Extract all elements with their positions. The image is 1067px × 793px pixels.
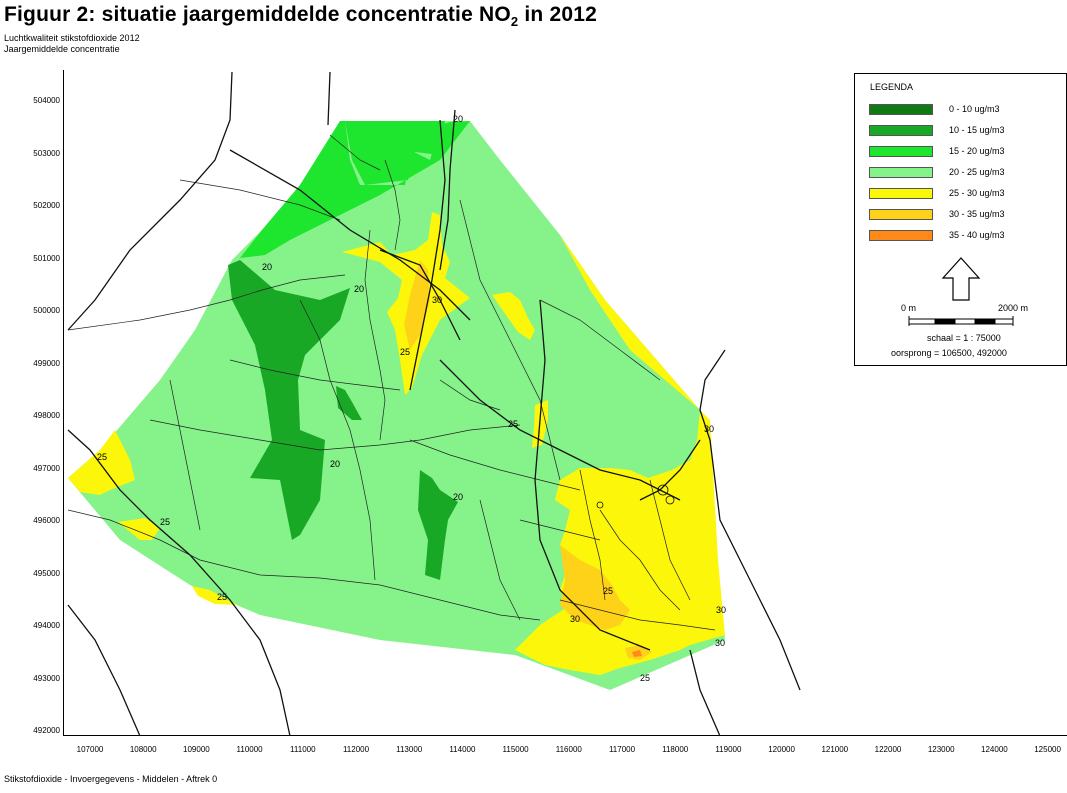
contour-label: 25: [400, 347, 410, 357]
x-tick-label: 117000: [608, 745, 636, 754]
origin-text: oorsprong = 106500, 492000: [891, 348, 1007, 358]
x-tick-label: 107000: [76, 745, 104, 754]
contour-label: 25: [508, 419, 518, 429]
legend-swatch: [869, 125, 933, 136]
y-tick-label: 498000: [33, 411, 60, 420]
x-tick-label: 110000: [236, 745, 263, 754]
x-tick-label: 115000: [502, 745, 529, 754]
north-arrow-icon: [941, 257, 981, 301]
zone-15-20-north-b: [345, 121, 445, 185]
zone-25-30-center: [342, 212, 470, 395]
legend-swatch: [869, 167, 933, 178]
y-tick-label: 495000: [33, 568, 60, 578]
x-tick-label: 116000: [555, 745, 582, 754]
legend-label: 0 - 10 ug/m3: [949, 104, 1000, 114]
contour-label: 20: [262, 262, 272, 272]
legend-title: LEGENDA: [870, 82, 914, 92]
scale-text: schaal = 1 : 75000: [927, 333, 1001, 343]
scale-bar: [908, 316, 1014, 326]
y-tick-label: 503000: [33, 148, 60, 158]
contour-label: 25: [603, 586, 613, 596]
legend-label: 10 - 15 ug/m3: [949, 125, 1005, 135]
x-tick-label: 125000: [1034, 745, 1061, 754]
contour-label: 20: [453, 492, 463, 502]
contour-label: 25: [160, 517, 170, 527]
contour-label: 25: [217, 592, 227, 602]
y-tick-label: 496000: [33, 516, 60, 525]
zone-10-15-west: [228, 260, 350, 540]
x-tick-label: 112000: [342, 745, 370, 754]
contour-label: 30: [704, 424, 714, 434]
x-tick-label: 120000: [768, 745, 795, 754]
scale-end-label: 2000 m: [998, 303, 1029, 313]
zone-30-35-center: [404, 260, 430, 350]
contour-label: 30: [715, 638, 725, 648]
legend-label: 25 - 30 ug/m3: [949, 188, 1005, 198]
zone-25-30-sw: [68, 430, 135, 495]
contour-label: 30: [570, 614, 580, 624]
legend-item: 30 - 35 ug/m3: [869, 209, 1059, 221]
y-tick-label: 497000: [33, 463, 60, 473]
x-tick-label: 121000: [821, 745, 849, 754]
contour-label: 20: [330, 459, 340, 469]
x-tick-label: 111000: [290, 745, 316, 754]
legend-label: 15 - 20 ug/m3: [949, 146, 1005, 156]
legend-item: 0 - 10 ug/m3: [869, 104, 1059, 116]
zone-25-30-south: [192, 586, 238, 605]
x-tick-label: 118000: [662, 745, 689, 754]
y-tick-label: 492000: [33, 726, 60, 735]
legend-item: 25 - 30 ug/m3: [869, 188, 1059, 200]
legend-swatch: [869, 146, 933, 157]
y-tick-label: 499000: [33, 358, 60, 368]
x-tick-label: 113000: [396, 745, 423, 754]
subtitle-line-1: Luchtkwaliteit stikstofdioxide 2012: [4, 33, 140, 43]
zone-30-35-east: [560, 545, 630, 630]
main-roads: [67, 71, 801, 737]
contour-label: 25: [640, 673, 650, 683]
x-tick-label: 114000: [449, 745, 476, 754]
junctions: [596, 484, 675, 509]
contour-labels: 20 20 20 20 20 25 25 25 25 25 25 25 30 30 30 30 30: [97, 114, 726, 683]
footer-text: Stikstofdioxide - Invoergegevens - Midde…: [4, 774, 218, 784]
legend-swatch: [869, 188, 933, 199]
contour-label: 30: [432, 295, 442, 305]
y-tick-label: 494000: [33, 621, 60, 630]
zone-25-30-sw-b: [118, 518, 160, 540]
legend-item: 15 - 20 ug/m3: [869, 146, 1059, 158]
contour-label: 30: [716, 605, 726, 615]
legend-item: 20 - 25 ug/m3: [869, 167, 1059, 179]
x-tick-label: 123000: [927, 745, 955, 754]
x-tick-label: 108000: [129, 745, 157, 754]
road-network: [67, 134, 716, 631]
x-tick-label: 109000: [183, 745, 210, 754]
contour-label: 25: [97, 452, 107, 462]
x-tick-label: 124000: [981, 745, 1008, 754]
contour-label: 20: [354, 284, 364, 294]
legend-swatch: [869, 230, 933, 241]
zone-25-30-ne: [492, 292, 535, 340]
legend-item: 10 - 15 ug/m3: [869, 125, 1059, 137]
scale-start-label: 0 m: [901, 303, 917, 313]
zone-10-15-central: [418, 470, 458, 580]
zone-35-40: [632, 650, 642, 657]
legend-label: 30 - 35 ug/m3: [949, 209, 1005, 219]
page-title: Figuur 2: situatie jaargemiddelde concen…: [4, 3, 598, 30]
y-tick-label: 500000: [33, 306, 60, 315]
legend-label: 20 - 25 ug/m3: [949, 167, 1005, 177]
y-tick-label: 493000: [33, 673, 60, 683]
legend-swatch: [869, 104, 933, 115]
y-tick-label: 502000: [33, 201, 60, 210]
legend-swatch: [869, 209, 933, 220]
contour-label: 20: [453, 114, 463, 124]
x-tick-label: 122000: [874, 745, 902, 754]
x-tick-label: 119000: [715, 745, 742, 754]
y-tick-label: 501000: [33, 253, 60, 263]
y-tick-label: 504000: [33, 96, 60, 105]
legend-item: 35 - 40 ug/m3: [869, 230, 1059, 242]
legend: LEGENDA 0 - 10 ug/m3 10 - 15 ug/m3 15 - 20…: [854, 73, 1067, 366]
legend-label: 35 - 40 ug/m3: [949, 230, 1005, 240]
map-frame: [63, 70, 1067, 736]
subtitle-line-2: Jaargemiddelde concentratie: [4, 44, 120, 54]
